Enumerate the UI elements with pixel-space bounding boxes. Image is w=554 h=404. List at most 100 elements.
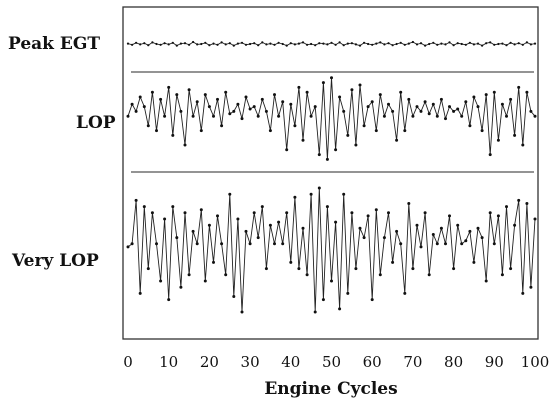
data-point (330, 279, 333, 283)
series-label-peak-egt: Peak EGT (8, 34, 100, 54)
data-point (293, 43, 296, 46)
data-point (248, 242, 252, 246)
data-point (257, 44, 260, 47)
series-label-lop: LOP (76, 113, 116, 133)
data-point (240, 41, 244, 44)
data-point (187, 88, 191, 92)
data-point (411, 40, 414, 44)
data-point (142, 105, 146, 109)
data-point (529, 109, 533, 113)
data-point (167, 298, 171, 302)
data-point (362, 124, 366, 128)
data-point (167, 43, 170, 46)
data-point (325, 205, 329, 209)
data-point (517, 198, 521, 202)
data-point (268, 129, 272, 133)
data-point (395, 42, 398, 46)
data-point (232, 295, 236, 298)
data-point (321, 81, 325, 85)
data-point (448, 214, 451, 218)
data-point (260, 97, 264, 101)
data-point (204, 41, 207, 44)
data-point (456, 107, 460, 111)
data-point (208, 44, 211, 47)
data-point (285, 44, 288, 47)
data-point (334, 148, 338, 152)
data-point (427, 112, 431, 116)
data-point (472, 95, 476, 99)
data-point (220, 41, 223, 44)
data-point (342, 109, 346, 113)
data-point (382, 114, 386, 118)
data-point (370, 298, 374, 302)
data-point (130, 102, 134, 106)
data-point (228, 112, 232, 116)
data-point (444, 117, 447, 121)
data-point (436, 43, 439, 46)
data-point (493, 43, 496, 46)
data-point (277, 114, 281, 118)
data-point (521, 43, 524, 46)
series-line-3 (127, 187, 536, 313)
data-point (256, 236, 260, 240)
data-point (448, 105, 451, 109)
data-point (192, 40, 195, 44)
data-point (195, 100, 199, 104)
data-point (354, 143, 358, 147)
data-point (330, 41, 333, 44)
data-point (179, 42, 182, 45)
data-point (387, 102, 390, 106)
data-point (236, 102, 240, 106)
data-point (212, 260, 215, 264)
data-point (513, 43, 516, 46)
data-point (281, 42, 284, 46)
data-point (407, 202, 411, 205)
data-point (325, 157, 329, 161)
data-point (391, 109, 395, 113)
data-point (297, 85, 301, 89)
x-tick-label: 70 (403, 353, 422, 371)
data-point (244, 95, 248, 99)
data-point (472, 260, 476, 264)
data-point (232, 109, 236, 113)
data-point (452, 267, 456, 271)
data-point (435, 242, 439, 246)
data-point (378, 273, 382, 277)
data-point (171, 133, 175, 137)
data-point (448, 41, 451, 44)
data-point (533, 42, 537, 45)
data-point (367, 42, 370, 46)
data-point (399, 242, 403, 246)
data-point (143, 42, 146, 45)
data-point (224, 273, 228, 277)
data-point (191, 229, 195, 233)
data-point (322, 42, 325, 45)
plot-frame (122, 6, 539, 340)
data-point (431, 102, 435, 106)
data-point (305, 273, 309, 277)
data-point (382, 236, 386, 240)
data-point (313, 105, 317, 109)
data-point (489, 41, 492, 44)
data-point (155, 42, 158, 46)
data-point (146, 124, 150, 128)
data-point (521, 143, 525, 147)
data-point (423, 211, 427, 215)
data-point (460, 242, 464, 246)
data-point (207, 105, 211, 109)
data-point (500, 102, 504, 106)
data-point (293, 195, 297, 199)
data-point (135, 41, 138, 44)
data-point (505, 44, 508, 47)
data-point (228, 192, 232, 196)
data-point (513, 133, 517, 137)
x-tick-label: 20 (200, 353, 219, 371)
data-point (252, 211, 256, 215)
data-point (134, 198, 138, 202)
data-point (525, 90, 529, 94)
data-point (240, 310, 244, 314)
x-tick-label: 100 (521, 353, 550, 371)
data-point (383, 43, 386, 46)
x-tick-label: 40 (281, 353, 300, 371)
data-point (521, 291, 525, 295)
